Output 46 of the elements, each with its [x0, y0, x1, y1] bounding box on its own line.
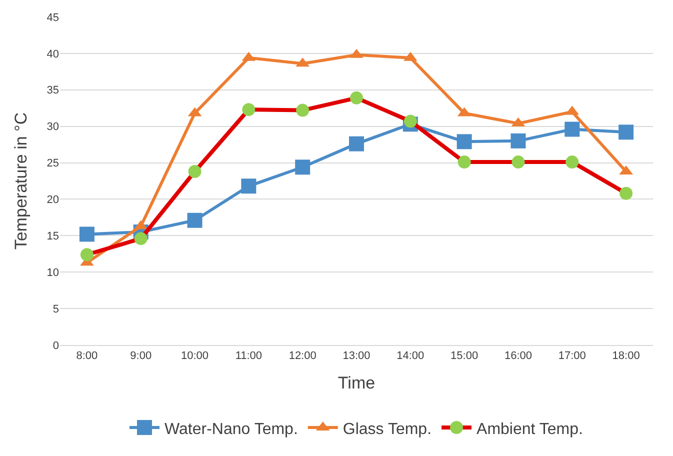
point — [350, 91, 363, 104]
point — [404, 114, 417, 128]
point — [512, 156, 525, 169]
legend-label: Glass Temp. — [342, 420, 432, 438]
x-tick-label: 15:00 — [450, 350, 478, 362]
point — [618, 124, 634, 140]
point — [620, 186, 633, 200]
x-tick-label: 8:00 — [76, 350, 98, 362]
point — [458, 156, 471, 169]
point — [80, 248, 94, 262]
y-tick-label: 25 — [46, 158, 59, 170]
y-tick-label: 35 — [46, 84, 59, 97]
point — [134, 232, 148, 246]
x-tick-label: 13:00 — [342, 350, 370, 362]
point — [79, 226, 94, 242]
x-tick-label: 14:00 — [396, 350, 424, 362]
y-tick-label: 30 — [46, 121, 59, 134]
x-tick-label: 18:00 — [612, 350, 640, 362]
point — [349, 136, 364, 152]
x-tick-label: 9:00 — [130, 350, 152, 362]
x-tick-label: 11:00 — [235, 350, 262, 362]
y-axis-title: Temperature in °C — [11, 112, 30, 250]
y-tick-label: 0 — [52, 340, 59, 352]
point — [187, 212, 202, 228]
y-tick-label: 5 — [52, 303, 59, 316]
x-axis-title: Time — [338, 374, 376, 393]
point — [296, 104, 310, 117]
legend-label: Ambient Temp. — [476, 420, 583, 438]
point — [456, 134, 472, 150]
point — [564, 122, 580, 137]
y-tick-label: 20 — [46, 194, 59, 206]
x-tick-label: 16:00 — [504, 350, 532, 362]
x-tick-label: 17:00 — [558, 350, 586, 362]
point — [510, 133, 526, 148]
point — [188, 165, 202, 178]
point — [242, 103, 256, 116]
point — [241, 178, 256, 194]
x-tick-label: 12:00 — [288, 350, 316, 362]
y-tick-label: 15 — [46, 230, 59, 243]
y-tick-label: 40 — [46, 48, 59, 60]
point — [295, 160, 310, 175]
y-tick-label: 45 — [46, 12, 59, 24]
legend-label: Water-Nano Temp. — [164, 420, 298, 438]
x-tick-label: 10:00 — [181, 350, 209, 362]
y-tick-label: 10 — [46, 266, 59, 279]
point — [566, 156, 579, 169]
